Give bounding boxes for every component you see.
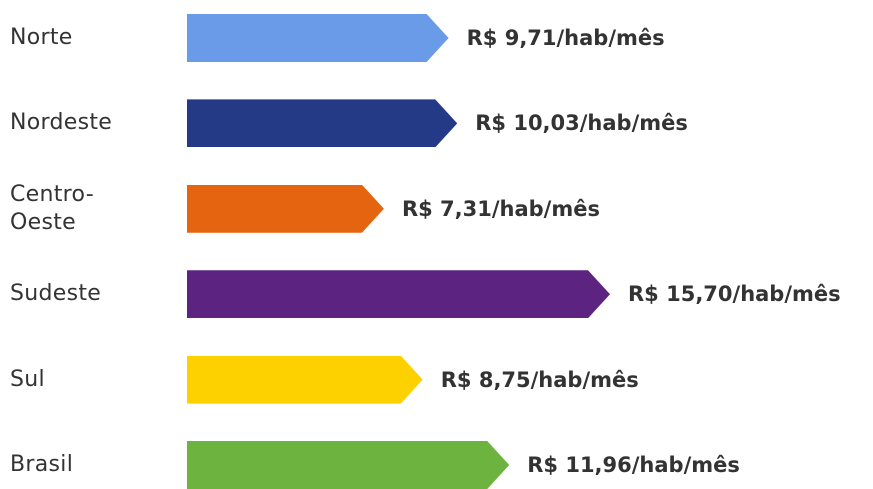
bar [187, 270, 610, 318]
category-label: Sul [10, 366, 45, 392]
value-label: R$ 7,31/hab/mês [401, 196, 600, 221]
value-label: R$ 8,75/hab/mês [440, 367, 639, 392]
value-label: R$ 9,71/hab/mês [466, 26, 665, 50]
category-label: Centro-Oeste [10, 181, 94, 235]
bar-row: Nordeste R$ 10,03/hab/mês [0, 99, 873, 147]
bar-row: Sul R$ 8,75/hab/mês [0, 356, 873, 404]
bar-row: Norte R$ 9,71/hab/mês [0, 14, 873, 62]
category-label: Norte [10, 25, 73, 50]
value-label: R$ 15,70/hab/mês [628, 282, 841, 307]
bar-row: Sudeste R$ 15,70/hab/mês [0, 270, 873, 318]
bar [187, 185, 384, 233]
bar-row: Brasil R$ 11,96/hab/mês [0, 441, 873, 489]
bar [187, 441, 509, 489]
value-label: R$ 11,96/hab/mês [527, 453, 740, 477]
value-label: R$ 10,03/hab/mês [475, 111, 688, 136]
category-label: Brasil [10, 452, 74, 477]
bar [187, 99, 457, 147]
category-label: Nordeste [10, 110, 113, 136]
bar [187, 356, 423, 404]
bar-row: Centro-Oeste R$ 7,31/hab/mês [0, 182, 873, 235]
category-label: Sudeste [10, 281, 102, 307]
bar [187, 14, 449, 62]
